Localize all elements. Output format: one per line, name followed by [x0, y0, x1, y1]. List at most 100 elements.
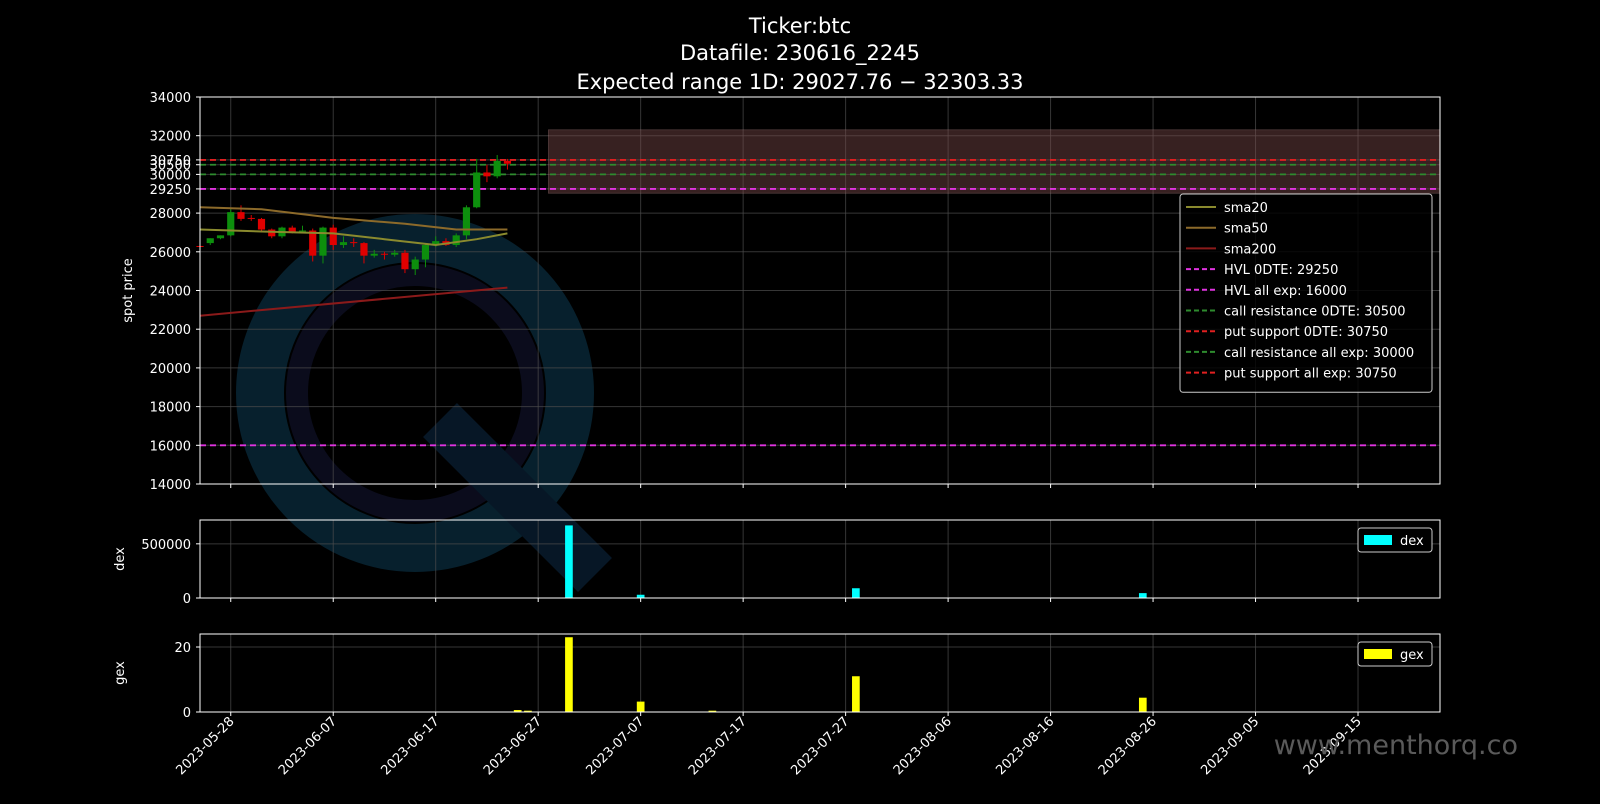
- candle-up: [421, 245, 430, 260]
- gex-ytick-label: 20: [174, 641, 191, 656]
- legend-label: sma50: [1224, 222, 1268, 237]
- watermark-text: www.menthorq.co: [1274, 730, 1518, 761]
- dex-axes-frame: [199, 519, 1441, 599]
- xtick-label: 2023-05-28: [174, 714, 238, 778]
- candle-up: [227, 212, 235, 236]
- dex-ytick-label: 0: [183, 592, 191, 607]
- gex-bar: [852, 676, 860, 712]
- price-ytick-label: 34000: [150, 91, 191, 106]
- candle-down: [309, 230, 317, 256]
- candle-down: [268, 229, 276, 237]
- dex-panel: 0 500000 dex dex: [113, 519, 1441, 607]
- candle-down: [503, 160, 512, 164]
- candle-up: [452, 235, 460, 246]
- gex-bar: [636, 701, 645, 712]
- dex-ytick-label: 500000: [141, 538, 191, 553]
- candle-up: [473, 172, 481, 208]
- gex-legend-box: [1357, 641, 1433, 667]
- chart-title-line1: Ticker:btc: [748, 14, 851, 38]
- candle-up: [432, 241, 440, 246]
- gex-panel: 0 20 gex gex 2023-05-28 2023-06-07 2023-06-17 2…: [113, 633, 1441, 778]
- xtick-label: 2023-06-07: [276, 714, 340, 778]
- dex-legend-box: [1357, 527, 1433, 553]
- candle-down: [483, 172, 491, 177]
- dex-bar: [1138, 593, 1147, 598]
- xtick-label: 2023-07-27: [788, 714, 852, 778]
- price-legend-box: [1179, 193, 1433, 393]
- legend-label: HVL all exp: 16000: [1224, 284, 1347, 299]
- gex-legend-swatch: [1364, 649, 1392, 659]
- gex-ylabel: gex: [113, 661, 128, 685]
- dex-legend-swatch: [1364, 535, 1392, 545]
- candle-up: [298, 230, 307, 232]
- xtick-label: 2023-08-06: [891, 714, 955, 778]
- price-ytick-label: 29250: [150, 183, 191, 198]
- sma50-line: [199, 206, 508, 231]
- candle-down: [401, 252, 409, 270]
- dex-bar: [636, 594, 645, 598]
- price-ytick-label: 14000: [150, 478, 191, 493]
- xtick-label: 2023-06-17: [378, 714, 442, 778]
- sma200-line: [199, 286, 508, 317]
- gex-bar: [513, 710, 522, 712]
- price-ytick-label: 30500: [150, 159, 191, 174]
- logo-outer-ring: [236, 214, 594, 572]
- price-ytick-label: 26000: [150, 246, 191, 261]
- price-panel: 14000 16000 18000 20000 22000 24000 26000 28000…: [121, 91, 1441, 493]
- price-ylabel: spot price: [121, 258, 136, 323]
- price-ytick-label: 16000: [150, 439, 191, 454]
- candle-down: [360, 243, 368, 256]
- xtick-label: 2023-08-26: [1096, 714, 1160, 778]
- gex-bar: [524, 710, 532, 712]
- candle-up: [206, 238, 214, 244]
- candle-up: [411, 259, 419, 270]
- candle-up: [462, 207, 471, 236]
- legend-label: sma20: [1224, 201, 1268, 216]
- dex-ylabel: dex: [113, 547, 128, 571]
- candle-down: [329, 227, 337, 246]
- candle-up: [216, 235, 225, 239]
- xtick-label: 2023-09-05: [1198, 714, 1262, 778]
- price-ytick-label: 18000: [150, 401, 191, 416]
- price-ytick-label: 24000: [150, 285, 191, 300]
- candle-up: [319, 227, 327, 256]
- xtick-label: 2023-07-17: [686, 714, 750, 778]
- price-ytick-label: 20000: [150, 362, 191, 377]
- candle-up: [391, 252, 399, 255]
- legend-label: HVL 0DTE: 29250: [1224, 263, 1338, 278]
- candle-down: [350, 242, 358, 244]
- candle-down: [247, 217, 255, 219]
- gex-ytick-label: 0: [183, 706, 191, 721]
- sma20-line: [199, 228, 508, 247]
- gex-bar: [565, 637, 573, 712]
- gex-legend-label: gex: [1400, 648, 1424, 663]
- legend-label: call resistance 0DTE: 30500: [1224, 305, 1406, 320]
- price-ytick-label: 30750: [150, 154, 191, 169]
- legend-label: sma200: [1224, 242, 1276, 257]
- price-ytick-label: 32000: [150, 130, 191, 145]
- dex-bar: [852, 588, 860, 598]
- dex-legend-label: dex: [1400, 534, 1424, 549]
- price-ytick-label: 28000: [150, 207, 191, 222]
- candle-up: [339, 242, 348, 246]
- candle-down: [288, 227, 296, 232]
- gex-bar: [708, 710, 717, 712]
- xtick-label: 2023-06-27: [481, 714, 545, 778]
- gex-bar: [1138, 697, 1147, 712]
- price-ytick-label: 22000: [150, 323, 191, 338]
- candle-up: [493, 160, 501, 177]
- candle-down: [257, 218, 266, 230]
- price-ytick-label: 30000: [150, 168, 191, 183]
- legend-label: put support all exp: 30750: [1224, 367, 1397, 382]
- expected-range-band: [548, 129, 1441, 194]
- chart-title-line2: Datafile: 230616_2245: [680, 41, 920, 66]
- xtick-label: 2023-07-07: [583, 714, 647, 778]
- chart-title-line3: Expected range 1D: 29027.76 − 32303.33: [576, 70, 1023, 94]
- xtick-label: 2023-08-16: [993, 714, 1057, 778]
- dex-bar: [565, 525, 573, 598]
- price-axes-frame: [199, 96, 1441, 485]
- legend-label: put support 0DTE: 30750: [1224, 325, 1388, 340]
- candle-down: [237, 212, 245, 219]
